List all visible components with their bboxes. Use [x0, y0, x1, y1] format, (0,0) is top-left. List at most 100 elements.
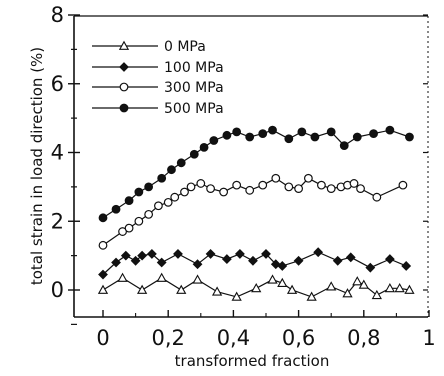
data-point-triangle	[156, 272, 167, 282]
data-point-triangle	[192, 274, 203, 284]
axis-ticks	[68, 14, 430, 325]
data-point-filled-circle	[167, 165, 176, 175]
data-point-filled-circle	[124, 196, 134, 206]
data-point-triangle	[136, 284, 148, 294]
data-point-triangle	[384, 282, 396, 293]
data-point-diamond	[365, 262, 376, 273]
data-point-open-circle	[144, 209, 154, 219]
y-tick-label: 8	[51, 3, 64, 27]
x-axis-label: transformed fraction	[175, 352, 330, 370]
data-point-triangle	[342, 288, 353, 298]
x-tick-label: 0,6	[282, 326, 315, 350]
data-point-diamond	[192, 259, 203, 270]
data-point-triangle	[176, 284, 187, 294]
data-point-open-circle	[163, 197, 173, 207]
data-point-open-circle	[119, 82, 129, 92]
data-point-filled-circle	[176, 158, 186, 168]
data-point-open-circle	[206, 184, 215, 193]
data-point-triangle	[286, 284, 298, 294]
data-point-triangle	[117, 272, 128, 282]
data-point-diamond	[146, 248, 157, 259]
data-point-filled-circle	[405, 132, 414, 142]
data-point-triangle	[306, 291, 317, 301]
data-point-open-circle	[124, 223, 134, 233]
data-point-open-circle	[180, 187, 189, 197]
data-point-triangle	[251, 282, 262, 293]
data-point-triangle	[404, 284, 415, 294]
legend: 0 MPa 100 MPa 300 MPa 500 MPa	[92, 39, 224, 117]
data-point-triangle	[358, 279, 369, 289]
data-point-triangle	[352, 276, 363, 286]
x-tick-label: 0,2	[151, 326, 184, 350]
data-point-open-circle	[372, 192, 382, 202]
data-point-diamond	[332, 255, 343, 266]
legend-label: 300 MPa	[164, 80, 224, 96]
data-point-filled-circle	[232, 127, 242, 137]
data-point-diamond	[313, 247, 324, 258]
data-point-diamond	[173, 248, 183, 259]
data-point-filled-circle	[352, 132, 362, 142]
data-point-filled-circle	[209, 136, 219, 145]
data-point-filled-circle	[222, 130, 232, 140]
data-point-open-circle	[196, 179, 206, 188]
legend-label: 500 MPa	[164, 101, 224, 117]
data-point-open-circle	[170, 192, 180, 202]
data-point-open-circle	[398, 180, 408, 190]
series-markers	[97, 125, 415, 301]
y-tick-label: 0	[51, 278, 64, 302]
data-point-open-circle	[98, 240, 108, 250]
x-tick-label: 0,4	[217, 326, 250, 350]
data-point-diamond	[156, 257, 167, 268]
data-point-triangle	[371, 289, 382, 300]
data-point-filled-circle	[189, 149, 199, 159]
data-point-diamond	[384, 254, 395, 264]
data-point-open-circle	[154, 201, 163, 211]
data-point-filled-circle	[385, 125, 395, 135]
legend-label: 0 MPa	[164, 39, 206, 55]
data-point-diamond	[248, 255, 258, 266]
data-point-filled-circle	[98, 213, 108, 223]
data-point-filled-circle	[369, 129, 378, 138]
data-point-open-circle	[356, 184, 365, 193]
data-point-filled-circle	[134, 187, 144, 197]
data-point-filled-circle	[258, 129, 268, 138]
data-point-triangle	[97, 284, 109, 294]
data-point-filled-circle	[245, 132, 255, 142]
data-point-triangle	[267, 274, 278, 284]
tick-labels: 0 2 4 6 8 0 0,2 0,4 0,6 0,8 1	[51, 3, 436, 350]
data-point-filled-circle	[326, 127, 336, 137]
plot-area-frame	[73, 15, 429, 318]
data-point-open-circle	[326, 184, 336, 193]
data-point-diamond	[221, 254, 232, 264]
data-point-open-circle	[303, 173, 313, 183]
data-point-diamond	[119, 62, 129, 72]
data-point-filled-circle	[111, 204, 121, 214]
data-point-open-circle	[258, 180, 268, 190]
y-tick-label: 6	[51, 72, 64, 96]
data-point-open-circle	[245, 185, 255, 195]
data-point-diamond	[235, 248, 245, 259]
data-point-diamond	[130, 255, 141, 266]
x-tick-label: 0,8	[347, 326, 380, 350]
data-point-open-circle	[284, 182, 294, 192]
data-point-filled-circle	[268, 125, 277, 135]
data-point-diamond	[120, 250, 131, 261]
data-point-diamond	[277, 261, 288, 271]
data-point-filled-circle	[339, 141, 349, 151]
legend-label: 100 MPa	[164, 60, 224, 76]
data-point-triangle	[231, 291, 242, 301]
data-point-triangle	[118, 40, 130, 50]
data-point-open-circle	[294, 184, 304, 193]
data-point-open-circle	[271, 173, 281, 183]
data-point-diamond	[345, 252, 356, 263]
y-axis-label: total strain in load direction (%)	[28, 47, 46, 285]
data-point-triangle	[211, 286, 223, 296]
data-point-filled-circle	[144, 182, 154, 192]
x-tick-label: 1	[422, 326, 435, 350]
data-point-filled-circle	[199, 142, 209, 152]
data-point-triangle	[277, 277, 288, 288]
data-point-open-circle	[219, 187, 229, 197]
data-point-diamond	[111, 257, 121, 268]
data-point-open-circle	[134, 216, 144, 226]
